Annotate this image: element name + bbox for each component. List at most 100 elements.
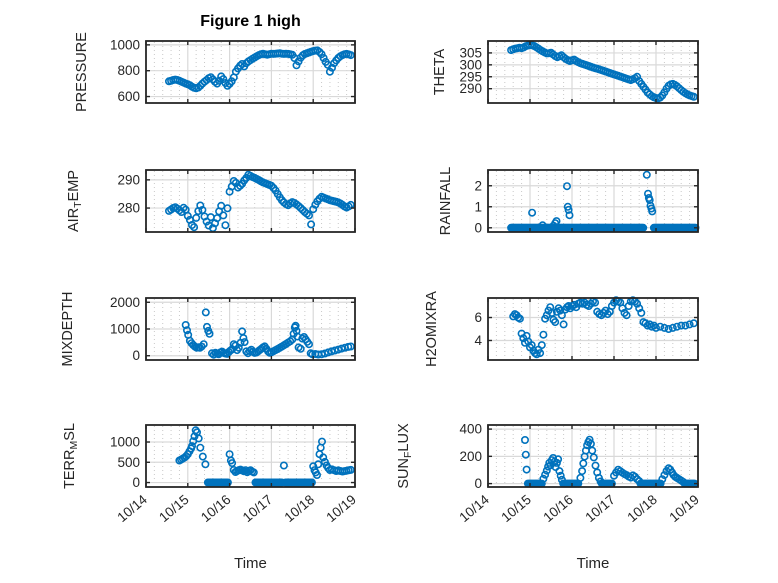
data-point (557, 475, 566, 484)
data-point (520, 435, 529, 444)
data-point (292, 61, 301, 70)
data-point (562, 182, 571, 191)
data-point (196, 81, 205, 90)
data-point (346, 342, 355, 351)
data-point (190, 223, 199, 232)
subplot-rainfall: 0 1 2 RAINFALL (438, 167, 700, 236)
data-point (201, 460, 210, 469)
data-point (179, 203, 188, 212)
data-point (206, 73, 215, 82)
ylabel-sun-flux: SUNFLUX (396, 423, 414, 489)
y-tick-label: 0 (132, 475, 140, 490)
x-axis-title-left: Time (234, 555, 267, 572)
x-tick-label: 10/18 (282, 492, 318, 525)
data-point (648, 207, 657, 216)
data-point (681, 321, 690, 330)
ylabel-pressure: PRESSURE (74, 32, 90, 112)
data-point (642, 170, 651, 179)
data-point (325, 67, 334, 76)
data-point (689, 92, 698, 101)
data-point (591, 298, 600, 307)
data-point (522, 465, 531, 474)
data-point (307, 478, 316, 487)
data-point (223, 478, 232, 487)
ylabel-rainfall: RAINFALL (438, 167, 454, 236)
data-point (689, 319, 698, 328)
y-tick-label: 295 (459, 69, 482, 84)
y-tick-label: 1 (474, 199, 482, 214)
data-point (296, 204, 305, 213)
y-tick-label: 290 (117, 172, 140, 187)
data-point (565, 211, 574, 220)
axes-box (145, 40, 356, 104)
data-point (660, 471, 669, 480)
ylabel-mixdepth: MIXDEPTH (60, 292, 76, 367)
data-point (658, 475, 667, 484)
data-point (213, 214, 222, 223)
data-point (183, 211, 192, 220)
axes-box (145, 169, 356, 233)
data-point (264, 347, 273, 356)
data-point (637, 308, 646, 317)
data-point (327, 63, 336, 72)
data-point (203, 322, 212, 331)
data-point (286, 337, 295, 346)
x-tick-label: 10/18 (624, 492, 660, 525)
ylabel-terr-msl: TERRMSL (62, 423, 80, 489)
data-point (547, 308, 556, 317)
data-point (564, 205, 573, 214)
data-point (596, 477, 605, 486)
data-point (219, 75, 228, 84)
y-tick-label: 400 (459, 422, 482, 437)
data-point (585, 435, 594, 444)
data-point (521, 450, 530, 459)
data-point (542, 466, 551, 475)
data-point (227, 77, 236, 86)
data-point (236, 181, 245, 190)
data-point (209, 350, 218, 359)
data-point (307, 220, 316, 229)
y-tick-label: 2 (474, 178, 482, 193)
subplot-h2omixra: 4 6 H2OMIXRA (424, 291, 699, 367)
data-point (552, 217, 561, 226)
data-point (319, 453, 328, 462)
data-point (515, 314, 524, 323)
y-tick-label: 280 (117, 201, 140, 216)
data-point (183, 326, 192, 335)
y-tick-label: 1000 (110, 37, 140, 52)
data-point (228, 459, 237, 468)
x-tick-label: 10/17 (240, 492, 276, 525)
data-point (304, 211, 313, 220)
data-point (294, 202, 303, 211)
data-point (181, 320, 190, 329)
data-point (549, 453, 558, 462)
data-point (651, 323, 660, 332)
data-point (556, 471, 565, 480)
data-point (559, 320, 568, 329)
data-point (685, 320, 694, 329)
data-point (234, 343, 243, 352)
scatter-series-h2omixra (509, 296, 698, 359)
x-tick-label: 10/14 (114, 492, 150, 526)
subplot-pressure: 600 800 1000 PRESSURE (74, 32, 356, 112)
y-tick-label: 0 (132, 348, 140, 363)
data-point (188, 221, 197, 230)
data-point (536, 349, 545, 358)
data-point (219, 211, 228, 220)
axes-box (487, 169, 699, 233)
x-axis-title-right: Time (576, 555, 610, 572)
data-point (554, 455, 563, 464)
data-point (201, 308, 210, 317)
data-point (346, 51, 355, 60)
data-point (538, 221, 547, 230)
subplot-air-temp: 280 290 AIRTEMP (66, 169, 356, 233)
x-tick-label: 10/19 (323, 492, 359, 525)
data-point (668, 323, 677, 332)
y-tick-label: 600 (117, 89, 140, 104)
data-point (202, 217, 211, 226)
data-point (223, 81, 232, 90)
data-point (223, 204, 232, 213)
data-point (240, 338, 249, 347)
